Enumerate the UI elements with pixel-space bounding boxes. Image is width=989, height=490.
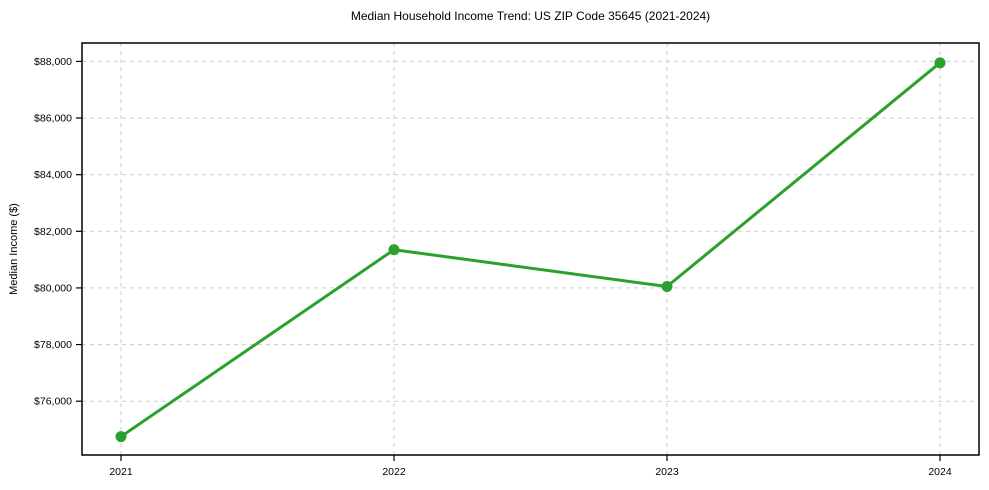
- y-tick-label: $86,000: [34, 113, 72, 125]
- data-point: [661, 281, 673, 293]
- chart-title: Median Household Income Trend: US ZIP Co…: [350, 9, 711, 23]
- data-line: [119, 61, 942, 439]
- y-tick-label: $80,000: [34, 282, 72, 294]
- y-tick-label: $78,000: [34, 339, 72, 351]
- data-point: [115, 431, 127, 443]
- plot-frame: [81, 42, 980, 456]
- x-tick-label: 2023: [655, 466, 679, 478]
- y-tick-label: $84,000: [34, 169, 72, 181]
- y-tick-label: $76,000: [34, 396, 72, 408]
- data-point: [934, 57, 946, 69]
- x-tick-label: 2021: [109, 466, 133, 478]
- data-point: [388, 244, 400, 256]
- x-tick-label: 2022: [382, 466, 406, 478]
- y-tick-label: $82,000: [34, 226, 72, 238]
- y-tick-label: $88,000: [34, 56, 72, 68]
- x-tick-label: 2024: [928, 466, 952, 478]
